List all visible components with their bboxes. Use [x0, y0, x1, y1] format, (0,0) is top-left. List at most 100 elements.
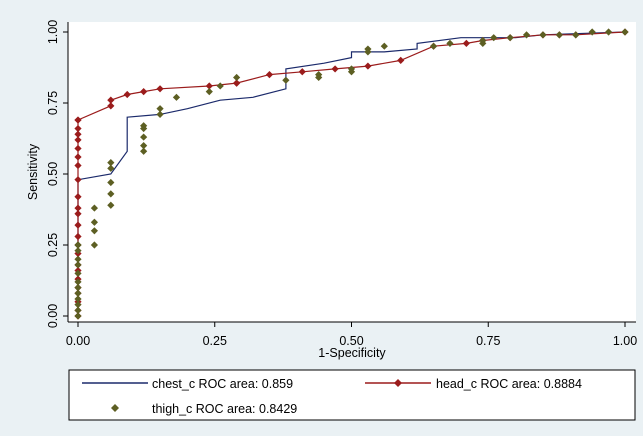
thigh-point: [555, 31, 563, 39]
thigh-point: [429, 42, 438, 50]
thigh-point: [216, 82, 224, 90]
y-tick-label: 0.00: [46, 304, 60, 328]
thigh-point: [107, 190, 115, 198]
head-point: [156, 85, 164, 93]
head-point: [364, 62, 372, 70]
thigh-point: [74, 312, 82, 320]
thigh-point: [74, 284, 82, 292]
legend-head-marker: [394, 379, 402, 387]
head-point: [74, 193, 82, 201]
thigh-point: [74, 261, 82, 269]
thigh-point: [140, 122, 148, 130]
x-axis-title: 1-Specificity: [318, 346, 386, 360]
y-tick-label: 0.50: [46, 162, 60, 186]
y-axis-title: Sensitivity: [26, 143, 40, 200]
thigh-point: [107, 201, 115, 209]
thigh-point: [90, 204, 99, 212]
head-point: [205, 82, 213, 90]
series-layer: [74, 28, 629, 320]
thigh-point: [621, 28, 629, 36]
thigh-point: [90, 227, 99, 235]
thigh-point: [90, 241, 99, 249]
thigh-point: [315, 71, 323, 79]
x-tick-label: 1.00: [613, 334, 637, 348]
head-point: [233, 79, 241, 87]
thigh-point: [107, 178, 115, 187]
thigh-point: [364, 45, 372, 53]
head-point: [74, 153, 82, 161]
thigh-point: [140, 142, 148, 150]
y-tick-label: 0.75: [46, 91, 60, 115]
thigh-point: [588, 28, 596, 36]
thigh-point: [74, 269, 82, 277]
thigh-point: [282, 76, 290, 84]
head-point: [74, 124, 82, 133]
y-tick-label: 1.00: [46, 20, 60, 44]
thigh-point: [233, 73, 241, 82]
head-point: [74, 221, 82, 229]
thigh-point: [74, 289, 82, 297]
head-point: [331, 65, 339, 73]
thigh-point: [107, 164, 115, 172]
y-ticks: 0.00 0.25 0.50 0.75 1.00: [46, 20, 68, 328]
head-point: [74, 144, 82, 153]
x-tick-label: 0.75: [476, 334, 500, 348]
legend-head-label: head_c ROC area: 0.8884: [436, 377, 582, 391]
thigh-point: [74, 278, 82, 286]
thigh-point: [479, 36, 487, 45]
head-point: [462, 39, 470, 47]
head-point: [298, 68, 306, 76]
y-tick-label: 0.25: [46, 233, 60, 257]
thigh-point: [74, 306, 82, 314]
legend: chest_c ROC area: 0.859 head_c ROC area:…: [68, 369, 636, 421]
thigh-point: [172, 93, 181, 101]
head-point: [74, 204, 82, 212]
thigh-point: [74, 241, 82, 249]
thigh-point: [380, 42, 388, 50]
head-point: [397, 56, 405, 64]
thigh-point: [90, 218, 99, 226]
thigh-point: [156, 110, 164, 118]
thigh-point: [107, 159, 115, 167]
head-point: [123, 90, 131, 99]
legend-thigh-marker: [111, 404, 119, 412]
thigh-point: [74, 255, 82, 263]
x-ticks: 0.00 0.25 0.50 0.75 1.00: [66, 322, 637, 348]
head-point: [74, 161, 82, 170]
head-point: [107, 96, 115, 104]
head-point: [74, 136, 82, 144]
x-tick-label: 0.00: [66, 334, 90, 348]
head-point: [265, 71, 274, 79]
thigh-point: [522, 31, 531, 39]
axes: 0.00 0.25 0.50 0.75 1.00 0.00 0.25 0.50 0.75 1.0…: [46, 20, 637, 348]
thigh-point: [205, 88, 213, 96]
legend-chest-label: chest_c ROC area: 0.859: [152, 377, 293, 391]
head-point: [107, 102, 115, 110]
thigh-point: [604, 28, 613, 36]
thigh-point: [140, 133, 148, 141]
x-tick-label: 0.25: [203, 334, 227, 348]
thigh-point: [506, 34, 514, 42]
head-point: [74, 232, 82, 241]
legend-thigh-label: thigh_c ROC area: 0.8429: [152, 402, 297, 416]
thigh-point: [572, 31, 580, 39]
thigh-point: [490, 34, 498, 42]
chest-line: [77, 31, 626, 316]
thigh-point: [140, 147, 148, 155]
head-point: [74, 210, 82, 218]
thigh-point: [446, 39, 454, 47]
thigh-point: [74, 295, 82, 303]
head-point: [74, 130, 82, 138]
head-point: [74, 176, 82, 184]
chest-series: [77, 31, 626, 316]
thigh-point: [74, 247, 82, 255]
thigh-point: [347, 65, 356, 73]
thigh-point: [539, 31, 547, 39]
thigh-series: [74, 28, 629, 320]
legend-box: [68, 369, 636, 421]
head-point: [74, 116, 82, 124]
x-tick-label: 0.50: [339, 334, 363, 348]
thigh-point: [156, 105, 164, 113]
head-point: [140, 88, 148, 96]
